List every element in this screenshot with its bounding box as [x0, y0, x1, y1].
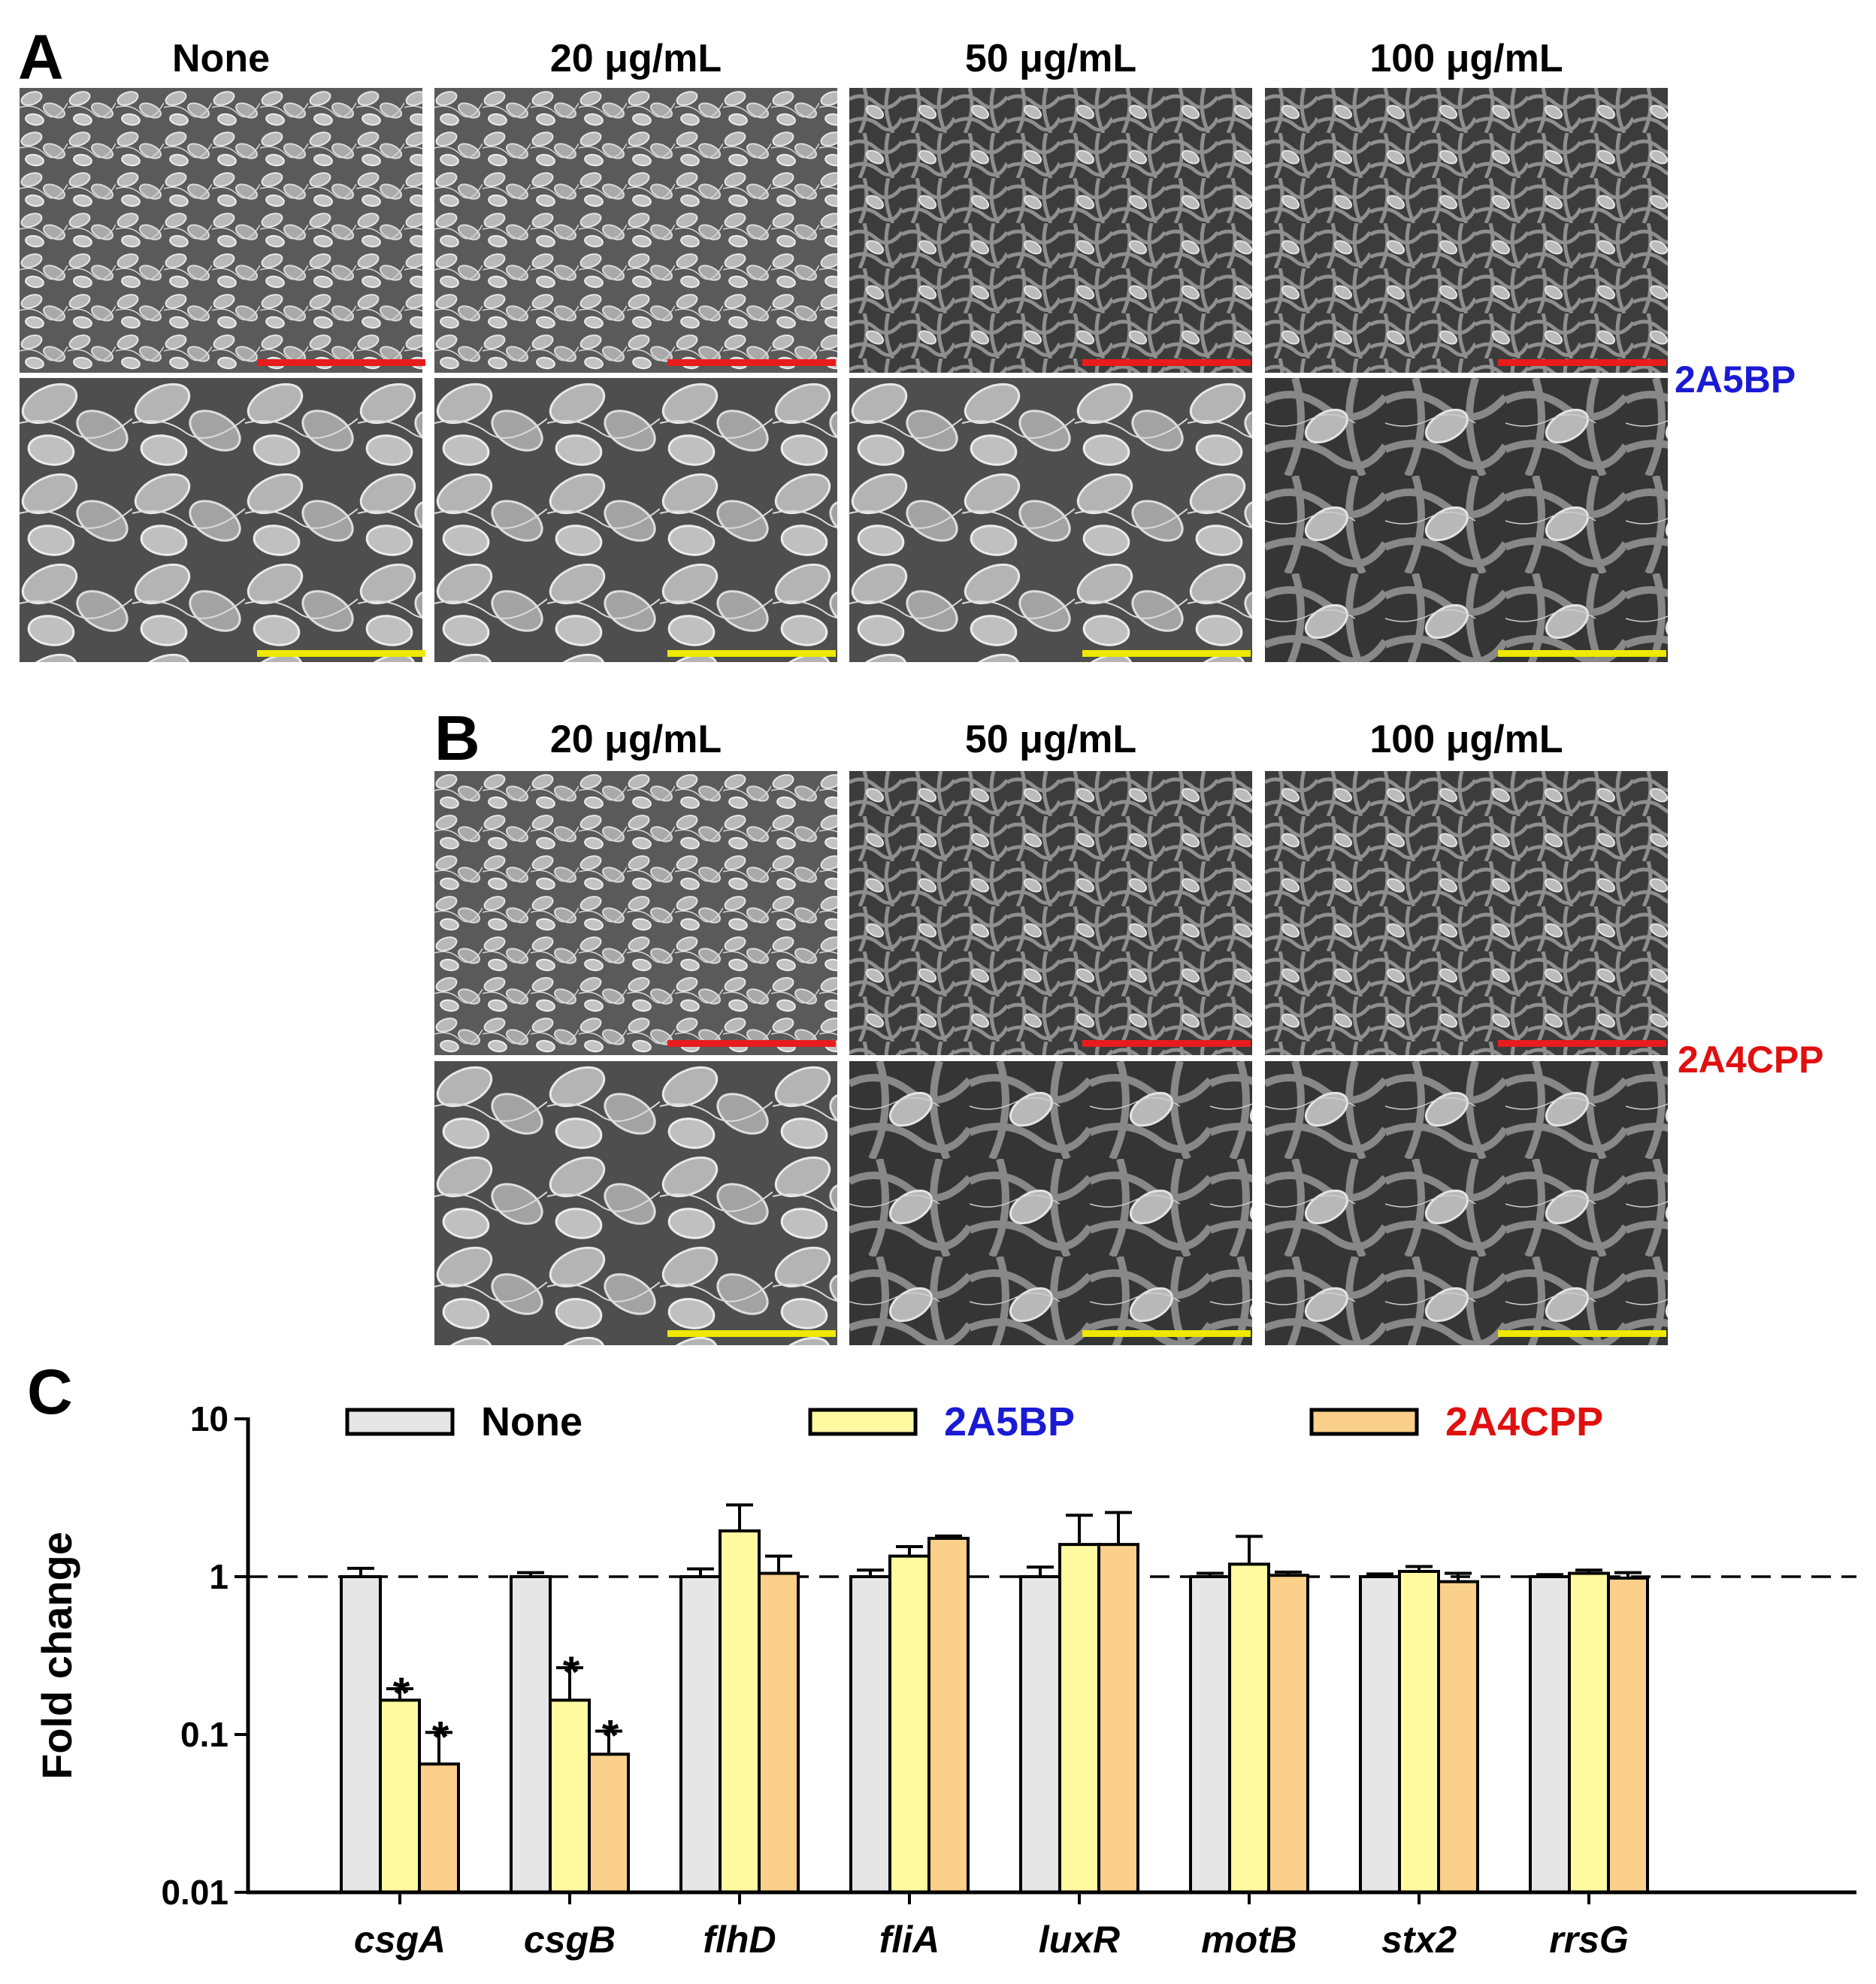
x-tick-label: luxR [1039, 1919, 1120, 1961]
y-tick-label: 1 [209, 1557, 228, 1596]
bar [1097, 1543, 1139, 1894]
bar [1189, 1575, 1231, 1894]
bar [418, 1762, 460, 1895]
scale-bar [667, 1040, 836, 1047]
x-tick-label: motB [1201, 1919, 1297, 1961]
sem-image-b-50-high [849, 1061, 1252, 1345]
panel-c-letter: C [27, 1356, 73, 1427]
y-tick-label: 0.01 [161, 1873, 228, 1912]
panel-b-column-label: 20 μg/mL [549, 718, 722, 761]
legend-swatch [808, 1408, 918, 1436]
scale-bar [257, 650, 425, 657]
sem-image-b-100-high [1265, 1061, 1668, 1345]
bar [1058, 1543, 1100, 1894]
scale-bar [1082, 650, 1251, 657]
sem-image-a-100-high [1265, 378, 1668, 662]
panel-b-column-label: 100 μg/mL [1369, 718, 1563, 761]
scale-bar [1082, 1330, 1251, 1337]
scale-bar [667, 1330, 836, 1337]
bar [1607, 1576, 1649, 1894]
sem-image-b-100-low [1265, 771, 1668, 1055]
panel-a-treatment-label: 2A5BP [1675, 358, 1796, 401]
legend-swatch [1309, 1408, 1419, 1436]
bar [1228, 1562, 1270, 1894]
significance-mark: * [563, 1648, 580, 1697]
legend-label: None [481, 1399, 582, 1444]
y-tick-label: 10 [190, 1399, 228, 1438]
sem-image-b-20-low [434, 771, 837, 1055]
x-tick-label: stx2 [1381, 1919, 1457, 1961]
scale-bar [257, 359, 425, 366]
panel-a-column-label: None [172, 37, 270, 80]
panel-a-column-label: 50 μg/mL [964, 37, 1137, 80]
sem-image-a-none-high [20, 378, 422, 662]
y-tick-label: 0.1 [180, 1715, 228, 1754]
panel-a-letter: A [18, 22, 64, 92]
significance-mark: * [432, 1713, 449, 1762]
sem-image-a-none-low [20, 88, 422, 373]
bar [1568, 1571, 1610, 1894]
significance-mark: * [393, 1669, 410, 1718]
x-tick-label: csgA [354, 1919, 446, 1961]
bar [1398, 1569, 1440, 1894]
bar [510, 1575, 552, 1894]
scale-bar [1498, 1040, 1666, 1047]
scale-bar [667, 650, 836, 657]
panel-b-letter: B [434, 703, 480, 773]
y-axis-title: Fold change [33, 1532, 80, 1780]
bar [888, 1554, 930, 1894]
x-tick-label: flhD [703, 1919, 776, 1961]
panel-b-treatment-label: 2A4CPP [1678, 1039, 1824, 1081]
sem-image-a-50-low [849, 88, 1252, 373]
scale-bar [1498, 650, 1666, 657]
panel-a-column-label: 20 μg/mL [549, 37, 722, 80]
bar [927, 1536, 970, 1894]
sem-image-a-50-high [849, 378, 1252, 662]
sem-image-a-20-low [434, 88, 837, 373]
panel-a-column-label: 100 μg/mL [1369, 37, 1563, 80]
fold-change-bar-chart: Fold change 0.01 0.1 1 10 * * csgA * * csgB flhD fli… [33, 1399, 1856, 1961]
x-tick-label: fliA [879, 1919, 940, 1961]
legend-label: 2A4CPP [1445, 1399, 1603, 1444]
bar [1267, 1574, 1309, 1894]
sem-image-a-100-low [1265, 88, 1668, 373]
scale-bar [1498, 359, 1666, 366]
bar [340, 1575, 382, 1894]
bar [1437, 1580, 1479, 1894]
bar [588, 1753, 630, 1894]
bar [719, 1529, 761, 1894]
sem-image-a-20-high [434, 378, 837, 662]
scale-bar [1082, 1040, 1251, 1047]
bar [1019, 1575, 1061, 1894]
bar [758, 1571, 800, 1894]
sem-image-b-20-high [434, 1061, 837, 1345]
scale-bar [1498, 1330, 1666, 1337]
bar [849, 1575, 891, 1894]
bar [1359, 1575, 1401, 1894]
sem-image-b-50-low [849, 771, 1252, 1055]
scale-bar [667, 359, 836, 366]
scale-bar [1082, 359, 1251, 366]
bar [679, 1575, 722, 1894]
legend-swatch [345, 1408, 455, 1436]
bar [1529, 1575, 1571, 1894]
bar [379, 1698, 421, 1894]
x-tick-label: rrsG [1549, 1919, 1629, 1961]
x-tick-label: csgB [524, 1919, 616, 1961]
bar [549, 1698, 591, 1894]
panel-b-column-label: 50 μg/mL [964, 718, 1137, 761]
significance-mark: * [602, 1712, 619, 1761]
legend-label: 2A5BP [944, 1399, 1075, 1444]
